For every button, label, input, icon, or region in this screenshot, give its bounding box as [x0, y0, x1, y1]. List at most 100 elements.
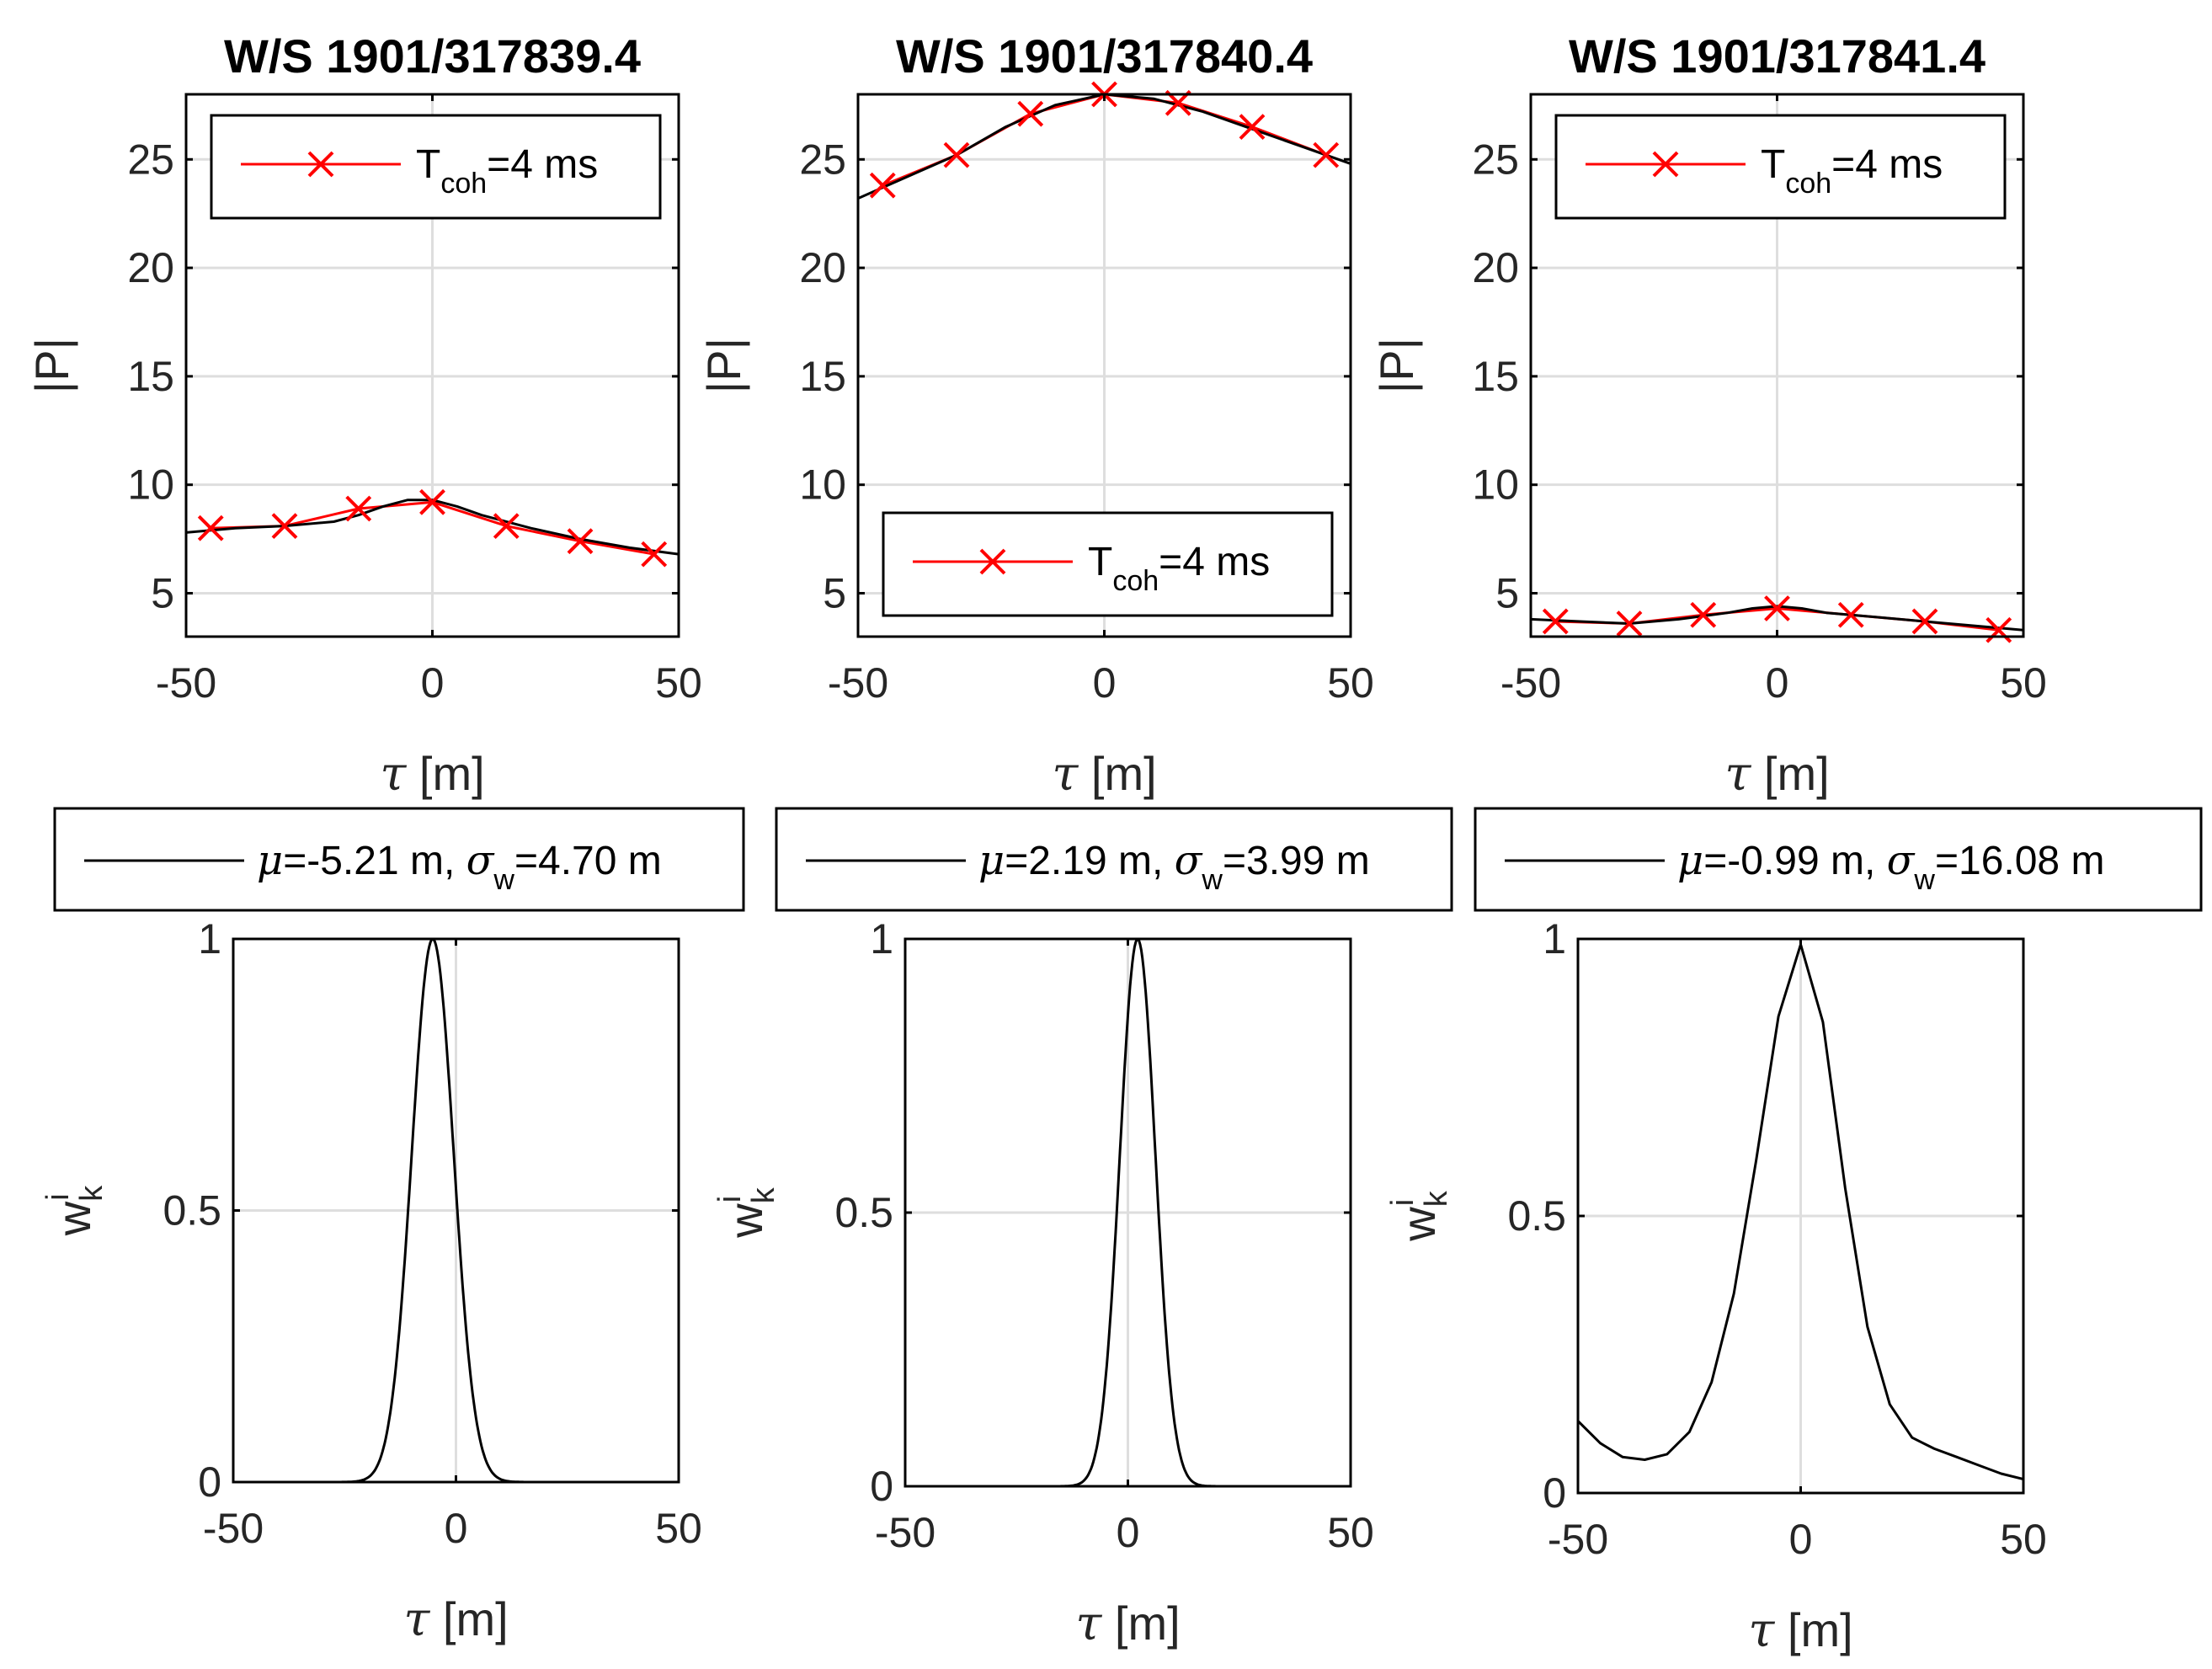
legend-mu-symbol: μ: [978, 837, 1005, 884]
legend-sub-coh: coh: [1112, 565, 1159, 597]
x-axis-label: τ [m]: [1724, 747, 1829, 802]
ylabel-sub-k: k: [1419, 1190, 1454, 1207]
y-tick-label: 20: [1472, 244, 1519, 291]
x-axis-unit: [m]: [1091, 747, 1157, 800]
series-line-fit: [858, 94, 1351, 200]
legend-label: μ=-5.21 m, σw=4.70 m: [257, 837, 662, 896]
x-tick-label: 50: [1327, 659, 1374, 707]
legend-sigma-sub: w: [1913, 864, 1935, 896]
x-axis-label: τ [m]: [1748, 1603, 1852, 1658]
chart-panel-top-right: -50 0 50 5 10 15 20 25 τ [m] |P| W/S 1901/317841.4…: [1370, 29, 2047, 802]
x-axis-label: τ [m]: [403, 1592, 508, 1647]
tau-symbol: τ: [403, 1592, 430, 1647]
data-point-marker: [1017, 100, 1044, 127]
y-axis-label: |P|: [1370, 338, 1423, 393]
legend-rest: =4 ms: [487, 142, 598, 187]
x-tick-label: 0: [1789, 1516, 1813, 1563]
tau-symbol: τ: [380, 747, 407, 802]
x-axis-label: τ [m]: [1075, 1597, 1180, 1651]
y-axis-label: wki: [1385, 1190, 1454, 1241]
x-axis-unit: [m]: [1764, 747, 1830, 800]
legend-box: [882, 511, 1334, 617]
x-axis-label: τ [m]: [380, 747, 484, 802]
legend-label: μ=2.19 m, σw=3.99 m: [978, 837, 1370, 896]
chart-panel-top-middle: -50 0 50 5 10 15 20 25 τ [m] |P| W/S 1901/317840.4…: [697, 29, 1374, 802]
y-tick-label: 0: [1543, 1469, 1566, 1517]
data-point-marker: [869, 172, 896, 199]
legend-label: Tcoh=4 ms: [416, 142, 598, 200]
legend-mu-value: =-5.21 m,: [283, 839, 466, 883]
legend-marker: [307, 151, 334, 178]
data-point-marker: [1837, 601, 1864, 628]
x-tick-label: -50: [203, 1505, 264, 1552]
legend-sub-coh: coh: [1785, 168, 1831, 200]
ylabel-sup-i: i: [712, 1196, 748, 1202]
x-tick-label: 0: [1766, 659, 1789, 707]
data-point-marker: [493, 513, 520, 540]
data-point-marker: [1911, 608, 1938, 635]
x-axis-label: τ [m]: [1052, 747, 1156, 802]
tau-symbol: τ: [1724, 747, 1751, 802]
y-tick-label: 25: [799, 136, 846, 183]
ylabel-sup-i: i: [1385, 1199, 1420, 1206]
plot-area: [905, 939, 1351, 1486]
x-tick-label: 50: [1327, 1509, 1374, 1556]
y-tick-label: 0: [198, 1458, 221, 1506]
y-tick-label: 20: [799, 244, 846, 291]
legend-marker: [979, 548, 1006, 575]
data-point-marker: [1690, 601, 1717, 628]
x-tick-label: -50: [875, 1509, 935, 1556]
legend-T: T: [416, 142, 440, 187]
ylabel-w: w: [1392, 1207, 1445, 1242]
plot-area: [233, 939, 679, 1482]
ylabel-w: w: [719, 1203, 772, 1239]
tau-symbol: τ: [1748, 1603, 1775, 1658]
legend-T: T: [1088, 540, 1112, 584]
legend-sigma-symbol: σ: [1887, 837, 1916, 884]
x-tick-label: 50: [655, 1505, 702, 1552]
y-axis-label: wki: [40, 1185, 109, 1236]
x-tick-label: 0: [421, 659, 445, 707]
y-tick-label: 0.5: [834, 1189, 893, 1236]
legend-T: T: [1761, 142, 1785, 187]
data-point-marker: [1616, 611, 1643, 637]
space: [429, 1592, 443, 1645]
chart-panel-top-left: -50 0 50 5 10 15 20 25 τ [m] |P| W/S 1901/317839.4…: [25, 29, 702, 802]
x-tick-label: 0: [1117, 1509, 1140, 1556]
y-tick-label: 10: [799, 461, 846, 509]
data-point-marker: [943, 141, 970, 168]
series-line-fit: [186, 499, 679, 556]
y-tick-label: 0.5: [163, 1187, 221, 1234]
legend-box: [1554, 114, 2007, 220]
x-axis-unit: [m]: [419, 747, 485, 800]
y-tick-label: 0: [870, 1463, 893, 1510]
x-axis-unit: [m]: [1788, 1603, 1853, 1656]
chart-title: W/S 1901/317840.4: [896, 29, 1313, 83]
space: [1774, 1603, 1788, 1656]
y-tick-label: 15: [799, 353, 846, 400]
legend-label: μ=-0.99 m, σw=16.08 m: [1677, 837, 2104, 896]
legend-mu-value: =-0.99 m,: [1703, 839, 1886, 883]
y-tick-label: 5: [151, 569, 174, 616]
legend-sub-coh: coh: [440, 168, 487, 200]
legend-sigma-symbol: σ: [1175, 837, 1203, 884]
space: [1751, 747, 1764, 800]
y-tick-label: 1: [198, 915, 221, 962]
x-tick-label: -50: [828, 659, 888, 707]
series-line-gaussian: [905, 939, 1351, 1486]
x-axis-unit: [m]: [443, 1592, 509, 1645]
space: [406, 747, 419, 800]
y-tick-label: 0.5: [1507, 1192, 1566, 1240]
legend-sigma-sub: w: [1201, 864, 1223, 896]
data-point-marker: [419, 488, 445, 515]
legend-mu-symbol: μ: [257, 837, 283, 884]
tau-symbol: τ: [1052, 747, 1079, 802]
y-axis-label: |P|: [25, 338, 78, 393]
tau-symbol: τ: [1075, 1597, 1102, 1651]
x-tick-label: -50: [1500, 659, 1561, 707]
legend: μ=-0.99 m, σw=16.08 m: [1474, 807, 2203, 912]
y-tick-label: 20: [127, 244, 174, 291]
ylabel-w: w: [47, 1201, 100, 1236]
